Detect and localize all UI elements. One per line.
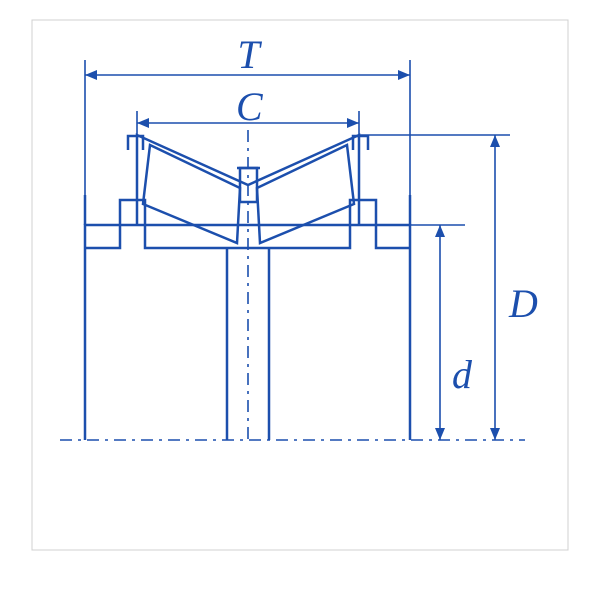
dim-label-T: T [238,31,260,78]
dim-label-d: d [452,351,472,398]
dim-label-D: D [509,280,538,327]
dim-label-C: C [236,83,263,130]
